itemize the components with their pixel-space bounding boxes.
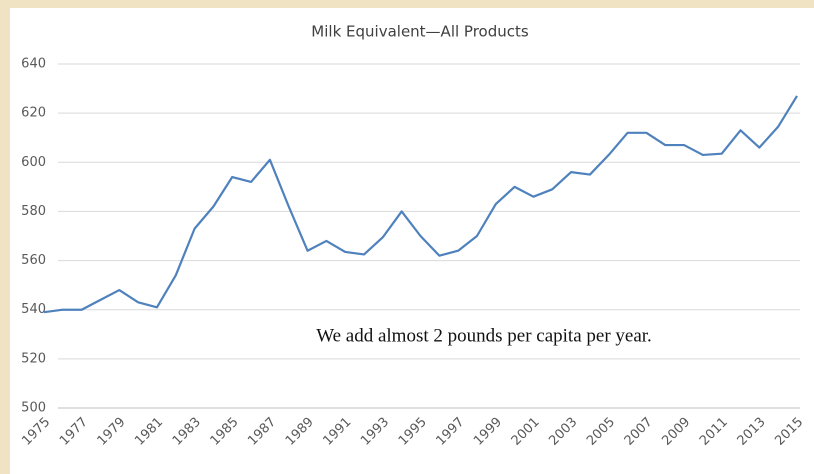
y-tick-label: 560 — [21, 253, 46, 268]
y-tick-label: 500 — [21, 401, 46, 416]
y-tick-label: 520 — [21, 351, 46, 366]
y-tick-label: 540 — [21, 302, 46, 317]
chart-area — [10, 8, 814, 474]
chart-title: Milk Equivalent—All Products — [311, 23, 529, 41]
line-series — [43, 95, 798, 314]
y-tick-label: 640 — [21, 57, 46, 72]
y-tick-label: 580 — [21, 204, 46, 219]
annotation: We add almost 2 pounds per capita per ye… — [316, 325, 652, 346]
y-tick-label: 600 — [21, 155, 46, 170]
y-tick-label: 620 — [21, 106, 46, 121]
